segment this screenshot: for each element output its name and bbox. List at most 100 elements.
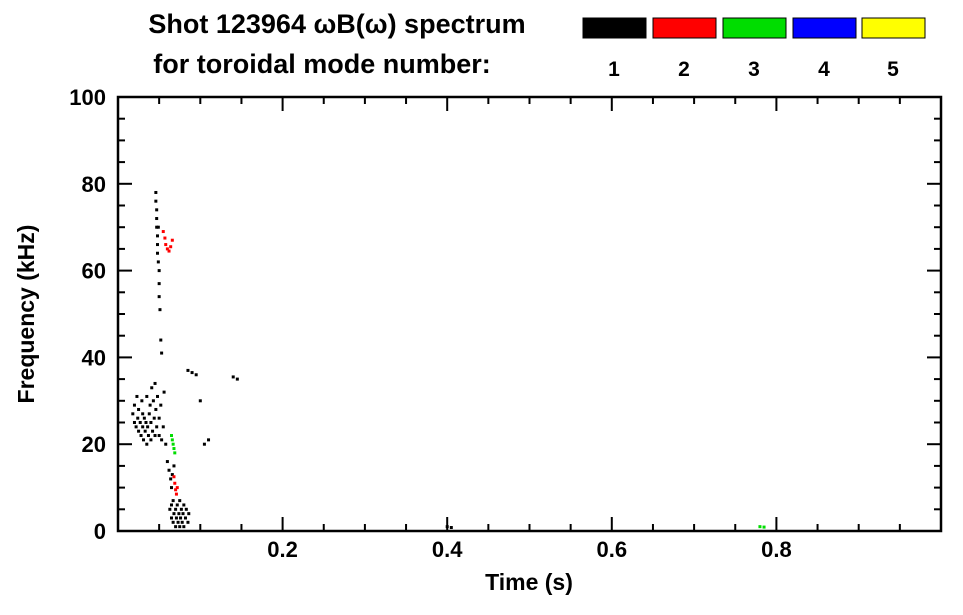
data-point bbox=[149, 421, 153, 424]
data-point bbox=[153, 434, 157, 438]
x-axis-title: Time (s) bbox=[485, 569, 573, 595]
data-point bbox=[172, 512, 176, 516]
data-point bbox=[154, 199, 158, 203]
data-point bbox=[155, 225, 159, 229]
data-point bbox=[168, 507, 172, 511]
data-point bbox=[159, 338, 163, 342]
data-point bbox=[164, 243, 168, 247]
data-point bbox=[186, 520, 190, 524]
data-point bbox=[161, 425, 165, 429]
data-point bbox=[173, 451, 177, 455]
legend-label-mode2: 2 bbox=[678, 58, 690, 81]
data-point bbox=[156, 225, 160, 229]
data-point bbox=[146, 425, 150, 429]
data-point bbox=[762, 525, 766, 529]
data-point bbox=[156, 394, 160, 398]
data-point bbox=[174, 488, 178, 492]
data-point bbox=[156, 260, 160, 264]
data-point bbox=[175, 486, 179, 490]
y-tick-label: 20 bbox=[82, 432, 106, 457]
data-point bbox=[445, 525, 449, 529]
data-point bbox=[149, 438, 153, 442]
data-point bbox=[157, 416, 161, 420]
data-point bbox=[138, 421, 142, 424]
data-point bbox=[177, 512, 181, 516]
data-point bbox=[179, 507, 183, 511]
data-point bbox=[182, 525, 186, 529]
data-point bbox=[131, 412, 135, 416]
data-point bbox=[154, 190, 158, 194]
legend-label-mode3: 3 bbox=[748, 58, 760, 81]
data-point bbox=[178, 525, 182, 529]
y-tick-label: 0 bbox=[94, 519, 106, 544]
data-point bbox=[141, 425, 145, 429]
data-point bbox=[198, 399, 202, 403]
data-point bbox=[157, 282, 161, 286]
data-point bbox=[134, 425, 138, 429]
data-point bbox=[154, 407, 158, 411]
data-point bbox=[181, 512, 185, 516]
legend-label-mode1: 1 bbox=[608, 58, 620, 81]
legend-label-mode4: 4 bbox=[818, 58, 830, 81]
data-point bbox=[160, 351, 164, 355]
data-point bbox=[151, 429, 155, 433]
data-point bbox=[186, 368, 190, 372]
data-point bbox=[174, 516, 178, 520]
y-tick-label: 40 bbox=[82, 345, 106, 370]
data-point bbox=[175, 503, 179, 507]
data-point bbox=[164, 442, 168, 446]
legend-label-mode5: 5 bbox=[887, 58, 899, 81]
data-point bbox=[235, 377, 239, 381]
data-point bbox=[170, 238, 174, 242]
data-point bbox=[172, 475, 176, 479]
data-point bbox=[172, 464, 176, 468]
y-tick-label: 80 bbox=[82, 172, 106, 197]
data-point bbox=[159, 403, 163, 407]
legend-swatch-mode5 bbox=[861, 17, 926, 39]
data-point bbox=[176, 520, 180, 524]
plot-frame bbox=[116, 95, 943, 533]
data-point bbox=[157, 269, 161, 273]
data-point bbox=[187, 512, 191, 516]
data-point bbox=[140, 399, 144, 403]
data-point bbox=[194, 373, 198, 377]
data-point bbox=[167, 249, 171, 253]
data-point bbox=[169, 486, 173, 490]
plot-area: 0.2 0.4 0.6 0.8 0 20 40 60 80 100 bbox=[69, 85, 943, 562]
data-point bbox=[152, 416, 156, 420]
data-point bbox=[157, 434, 161, 438]
data-point bbox=[158, 308, 162, 312]
data-point bbox=[150, 386, 154, 390]
data-point bbox=[160, 438, 164, 442]
chart-title-line1: Shot 123964 ωB(ω) spectrum bbox=[148, 9, 525, 39]
data-point bbox=[171, 520, 175, 524]
data-point bbox=[157, 295, 161, 299]
data-point bbox=[231, 375, 235, 379]
x-tick-label: 0.6 bbox=[597, 537, 628, 562]
data-point bbox=[207, 438, 211, 442]
data-point bbox=[139, 434, 143, 438]
legend-swatch-mode1 bbox=[582, 17, 647, 39]
data-point bbox=[174, 492, 178, 496]
data-point bbox=[136, 416, 140, 420]
data-point bbox=[169, 503, 173, 507]
data-point bbox=[167, 468, 171, 472]
data-point bbox=[144, 421, 148, 424]
data-point bbox=[145, 394, 149, 398]
data-point bbox=[169, 516, 173, 520]
y-tick-label: 100 bbox=[69, 85, 106, 110]
data-point bbox=[171, 442, 175, 446]
data-point bbox=[183, 516, 187, 520]
data-point bbox=[142, 416, 146, 420]
data-point bbox=[758, 525, 762, 529]
data-point bbox=[143, 429, 147, 433]
x-tick-label: 0.4 bbox=[432, 537, 463, 562]
data-point bbox=[148, 403, 152, 407]
data-point bbox=[169, 434, 173, 438]
data-point bbox=[156, 243, 160, 247]
data-point bbox=[165, 460, 169, 464]
data-point bbox=[147, 412, 151, 416]
data-point bbox=[153, 381, 157, 385]
